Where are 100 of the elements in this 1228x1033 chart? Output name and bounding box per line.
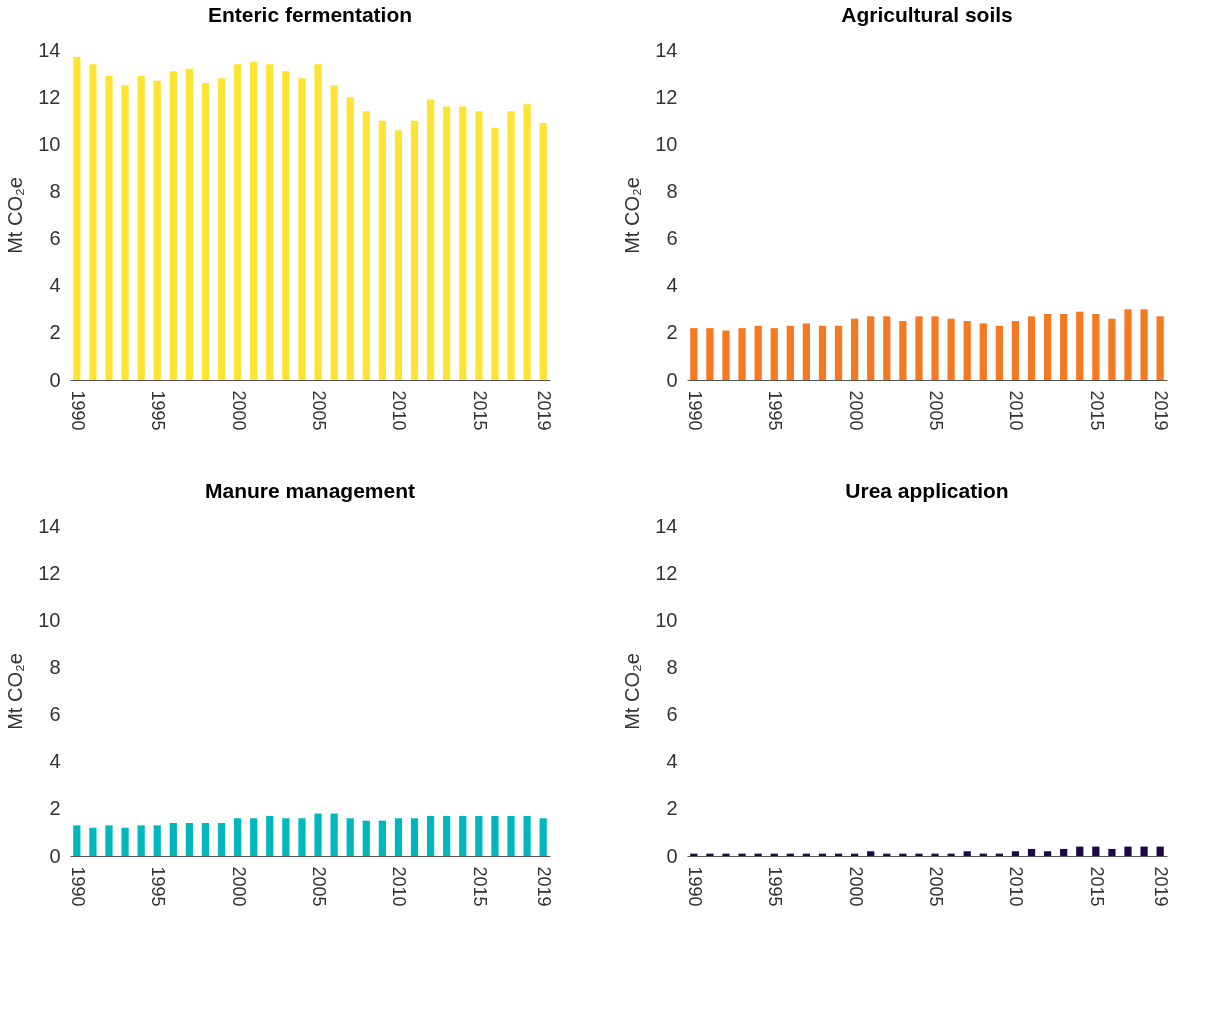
x-tick-label: 2015 xyxy=(469,390,490,431)
bar xyxy=(410,120,419,380)
bar xyxy=(1108,848,1116,856)
y-tick-label: 8 xyxy=(666,655,678,678)
bar xyxy=(201,83,210,380)
bar xyxy=(915,316,923,380)
bar xyxy=(947,318,955,380)
x-tick-label: 2010 xyxy=(1006,866,1027,907)
y-tick-label: 4 xyxy=(49,750,61,773)
y-axis-title: Mt CO₂e xyxy=(4,653,27,730)
y-tick-label: 12 xyxy=(655,85,678,108)
bar xyxy=(722,853,730,856)
bar xyxy=(1140,846,1148,856)
y-axis-title: Mt CO₂e xyxy=(621,177,644,254)
x-tick-label: 1990 xyxy=(67,866,88,907)
bar xyxy=(786,325,794,380)
x-tick-label: 1995 xyxy=(765,390,786,431)
x-tick-label: 2000 xyxy=(228,390,249,431)
bar xyxy=(706,328,714,380)
y-tick-label: 6 xyxy=(49,703,61,726)
bar xyxy=(314,64,322,380)
bar xyxy=(1060,848,1068,856)
bar xyxy=(738,328,746,380)
x-tick-label: 2005 xyxy=(309,390,330,431)
bar xyxy=(1156,846,1164,856)
bar xyxy=(73,57,81,380)
bar xyxy=(362,111,370,380)
y-tick-label: 0 xyxy=(49,368,61,391)
y-tick-label: 6 xyxy=(666,703,678,726)
y-tick-label: 8 xyxy=(666,179,678,202)
bar xyxy=(883,316,891,380)
x-tick-label: 1995 xyxy=(765,866,786,907)
x-tick-label: 2010 xyxy=(389,390,410,431)
x-tick-label: 1990 xyxy=(684,866,705,907)
x-tick-label: 1990 xyxy=(67,390,88,431)
bar xyxy=(459,106,467,380)
bar xyxy=(507,111,515,380)
bar xyxy=(834,325,843,380)
y-tick-label: 0 xyxy=(666,844,678,867)
y-axis-title: Mt CO₂e xyxy=(4,177,27,254)
x-tick-label: 2015 xyxy=(1086,866,1107,907)
y-tick-label: 2 xyxy=(49,797,61,820)
bar xyxy=(963,321,971,380)
y-tick-label: 14 xyxy=(655,38,678,61)
bar xyxy=(378,120,386,380)
y-tick-label: 14 xyxy=(38,514,61,537)
x-tick-label: 1995 xyxy=(148,390,169,431)
y-tick-label: 4 xyxy=(666,274,678,297)
bar xyxy=(1060,314,1068,380)
bar xyxy=(1092,846,1100,856)
y-tick-label: 6 xyxy=(666,227,678,250)
x-tick-label: 2015 xyxy=(469,866,490,907)
bar xyxy=(851,318,859,380)
bar xyxy=(706,853,714,856)
bar xyxy=(475,111,483,380)
y-tick-label: 2 xyxy=(666,321,678,344)
bar xyxy=(443,106,451,380)
y-tick-label: 8 xyxy=(49,179,61,202)
bar xyxy=(1043,314,1052,380)
y-tick-label: 10 xyxy=(38,608,61,631)
bar xyxy=(1043,851,1052,856)
bar xyxy=(217,78,226,380)
bar xyxy=(690,328,698,380)
bar xyxy=(1011,321,1020,380)
x-tick-label: 1995 xyxy=(148,866,169,907)
y-tick-label: 0 xyxy=(666,368,678,391)
y-tick-label: 10 xyxy=(38,132,61,155)
bar xyxy=(931,316,939,380)
chart-title: Manure management xyxy=(204,479,416,502)
y-tick-label: 14 xyxy=(38,38,61,61)
x-tick-label: 2010 xyxy=(389,866,410,907)
y-tick-label: 2 xyxy=(666,797,678,820)
bar xyxy=(185,68,194,380)
x-tick-label: 2000 xyxy=(845,390,866,431)
bar xyxy=(1140,309,1148,380)
bar xyxy=(995,325,1003,380)
y-axis-title: Mt CO₂e xyxy=(621,653,644,730)
bar xyxy=(963,851,971,856)
y-tick-label: 14 xyxy=(655,514,678,537)
bar xyxy=(754,325,762,380)
y-tick-label: 4 xyxy=(666,750,678,773)
bar xyxy=(1076,311,1084,380)
x-tick-label: 2019 xyxy=(534,390,555,431)
y-tick-label: 6 xyxy=(49,227,61,250)
bar xyxy=(738,853,746,856)
y-tick-label: 10 xyxy=(655,608,678,631)
bar xyxy=(266,64,274,380)
chart-title: Agricultural soils xyxy=(841,3,1013,26)
bar xyxy=(931,853,939,856)
bar xyxy=(153,80,161,380)
x-tick-label: 2019 xyxy=(1151,866,1172,907)
bar xyxy=(1092,314,1100,380)
bar xyxy=(250,61,258,380)
bar xyxy=(899,321,907,380)
bar xyxy=(346,97,354,380)
bar xyxy=(426,99,435,380)
bar xyxy=(394,130,403,380)
bar xyxy=(867,851,875,856)
x-tick-label: 2000 xyxy=(228,866,249,907)
bar xyxy=(1011,851,1020,856)
